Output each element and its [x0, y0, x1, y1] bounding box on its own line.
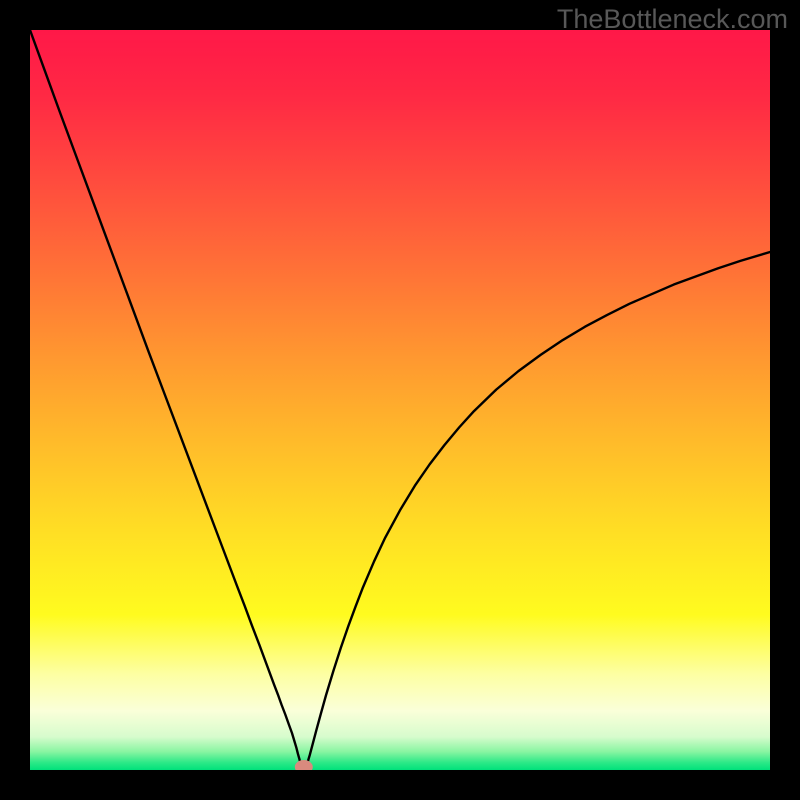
- chart-frame: TheBottleneck.com: [0, 0, 800, 800]
- plot-area: [30, 30, 770, 770]
- bottleneck-curve-chart: [30, 30, 770, 770]
- gradient-background: [30, 30, 770, 770]
- watermark-text: TheBottleneck.com: [557, 4, 788, 35]
